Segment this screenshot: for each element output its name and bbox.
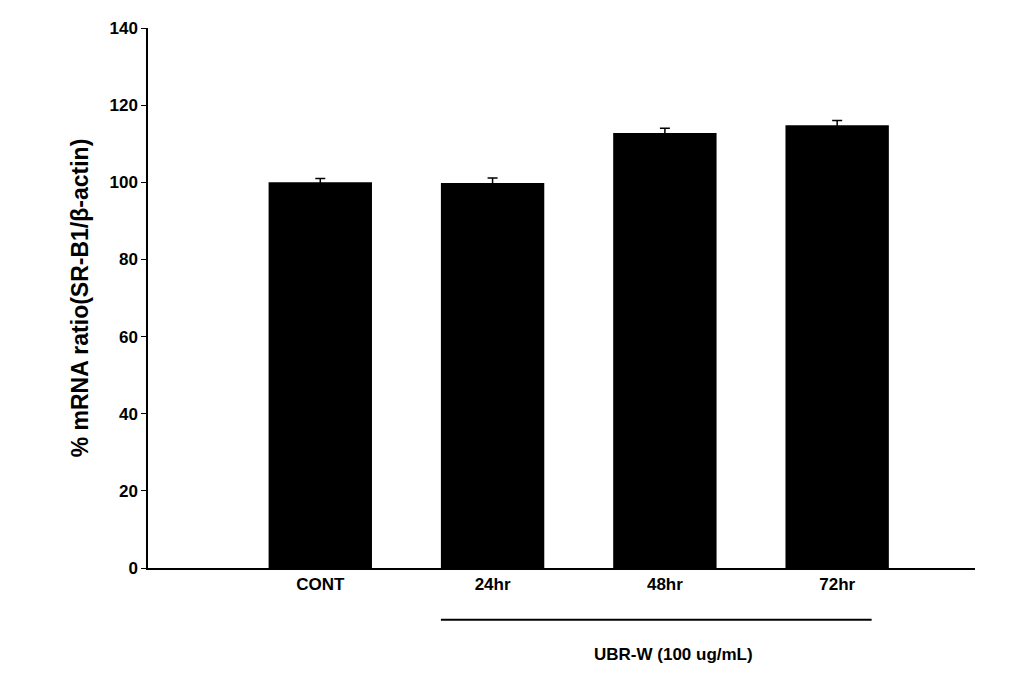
svg-text:CONT: CONT <box>296 575 345 594</box>
svg-text:100: 100 <box>109 173 137 192</box>
svg-text:UBR-W (100 ug/mL): UBR-W (100 ug/mL) <box>594 645 753 664</box>
svg-text:0: 0 <box>128 559 137 578</box>
svg-text:72hr: 72hr <box>819 575 855 594</box>
svg-text:48hr: 48hr <box>647 575 683 594</box>
svg-text:24hr: 24hr <box>475 575 511 594</box>
svg-text:20: 20 <box>119 482 138 501</box>
svg-text:40: 40 <box>119 405 138 424</box>
svg-text:60: 60 <box>119 328 138 347</box>
svg-text:140: 140 <box>109 19 137 38</box>
svg-text:% mRNA ratio(SR-B1/β-actin): % mRNA ratio(SR-B1/β-actin) <box>67 139 93 458</box>
svg-text:80: 80 <box>119 250 138 269</box>
svg-text:120: 120 <box>109 96 137 115</box>
